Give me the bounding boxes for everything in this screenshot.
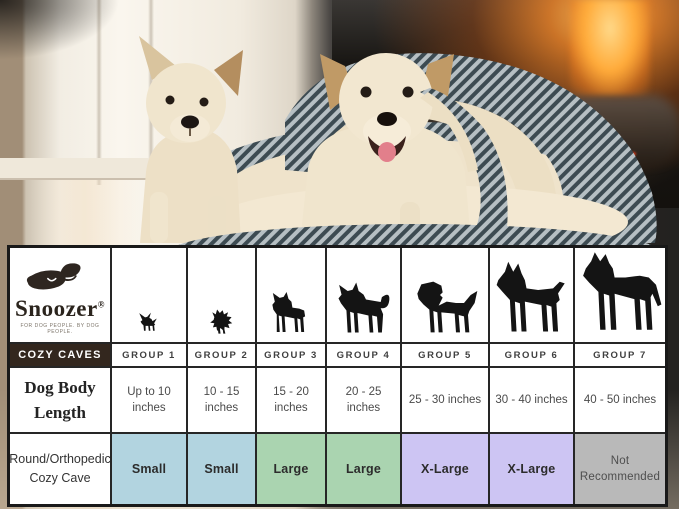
brand-name: Snoozer® bbox=[15, 295, 105, 321]
group-6-silhouette-cell bbox=[490, 248, 573, 342]
group-1-size-cell: Small bbox=[112, 434, 186, 504]
group-6-header-cell: GROUP 6 bbox=[490, 344, 573, 366]
group-1-body-length-cell: Up to 10 inches bbox=[112, 368, 186, 432]
brand-tagline: FOR DOG PEOPLE. BY DOG PEOPLE. bbox=[20, 322, 100, 335]
group-3-size-cell: Large bbox=[257, 434, 325, 504]
group-6-body-length-cell: 30 - 40 inches bbox=[490, 368, 573, 432]
body-length-row-label: Dog Body Length bbox=[10, 368, 110, 432]
left-dog bbox=[139, 36, 243, 243]
group-3-silhouette-cell bbox=[257, 248, 325, 342]
cozy-caves-header: COZY CAVES bbox=[10, 344, 110, 366]
boston-terrier-silhouette-icon bbox=[271, 291, 305, 333]
sleeping-dog-logo-icon bbox=[26, 262, 81, 289]
bed-hood-drape-lining bbox=[420, 92, 478, 172]
group-5-header-cell: GROUP 5 bbox=[402, 344, 488, 366]
group-2-silhouette-cell bbox=[188, 248, 255, 342]
group-5-size-cell: X-Large bbox=[402, 434, 488, 504]
door-frame-line bbox=[96, 0, 102, 185]
group-1-silhouette-cell bbox=[112, 248, 186, 342]
group-7-silhouette-cell bbox=[575, 248, 665, 342]
size-chart-table: Snoozer® FOR DOG PEOPLE. BY DOG PEOPLE. bbox=[7, 245, 668, 507]
group-3-body-length-cell: 15 - 20 inches bbox=[257, 368, 325, 432]
bed-front-rim bbox=[178, 224, 652, 245]
group-4-body-length-cell: 20 - 25 inches bbox=[327, 368, 400, 432]
registered-trademark: ® bbox=[97, 298, 105, 309]
golden-retriever-silhouette-icon bbox=[417, 281, 477, 333]
group-2-header-cell: GROUP 2 bbox=[188, 344, 255, 366]
group-4-size-cell: Large bbox=[327, 434, 400, 504]
doberman-silhouette-icon bbox=[496, 261, 565, 332]
cozy-cave-row-label: Round/Orthopedic Cozy Cave bbox=[10, 434, 110, 504]
chihuahua-silhouette-icon bbox=[138, 312, 157, 331]
group-2-body-length-cell: 10 - 15 inches bbox=[188, 368, 255, 432]
group-4-silhouette-cell bbox=[327, 248, 400, 342]
shiba-inu-silhouette-icon bbox=[338, 282, 390, 333]
bed-hood-lining bbox=[308, 98, 557, 243]
group-3-header-cell: GROUP 3 bbox=[257, 344, 325, 366]
group-1-header-cell: GROUP 1 bbox=[112, 344, 186, 366]
bed-hood-drape bbox=[420, 88, 508, 240]
group-7-header-cell: GROUP 7 bbox=[575, 344, 665, 366]
group-5-silhouette-cell bbox=[402, 248, 488, 342]
group-2-size-cell: Small bbox=[188, 434, 255, 504]
bed-and-dogs-illustration bbox=[139, 36, 657, 245]
group-7-size-cell: Not Recommended bbox=[575, 434, 665, 504]
right-dog bbox=[300, 53, 471, 243]
fireplace-flame bbox=[570, 0, 650, 95]
brand-logo-cell: Snoozer® FOR DOG PEOPLE. BY DOG PEOPLE. bbox=[10, 248, 110, 342]
group-5-body-length-cell: 25 - 30 inches bbox=[402, 368, 488, 432]
great-dane-silhouette-icon bbox=[583, 252, 662, 330]
group-4-header-cell: GROUP 4 bbox=[327, 344, 400, 366]
group-7-body-length-cell: 40 - 50 inches bbox=[575, 368, 665, 432]
corner-shadow bbox=[0, 0, 120, 60]
group-6-size-cell: X-Large bbox=[490, 434, 573, 504]
pomeranian-silhouette-icon bbox=[210, 309, 233, 334]
